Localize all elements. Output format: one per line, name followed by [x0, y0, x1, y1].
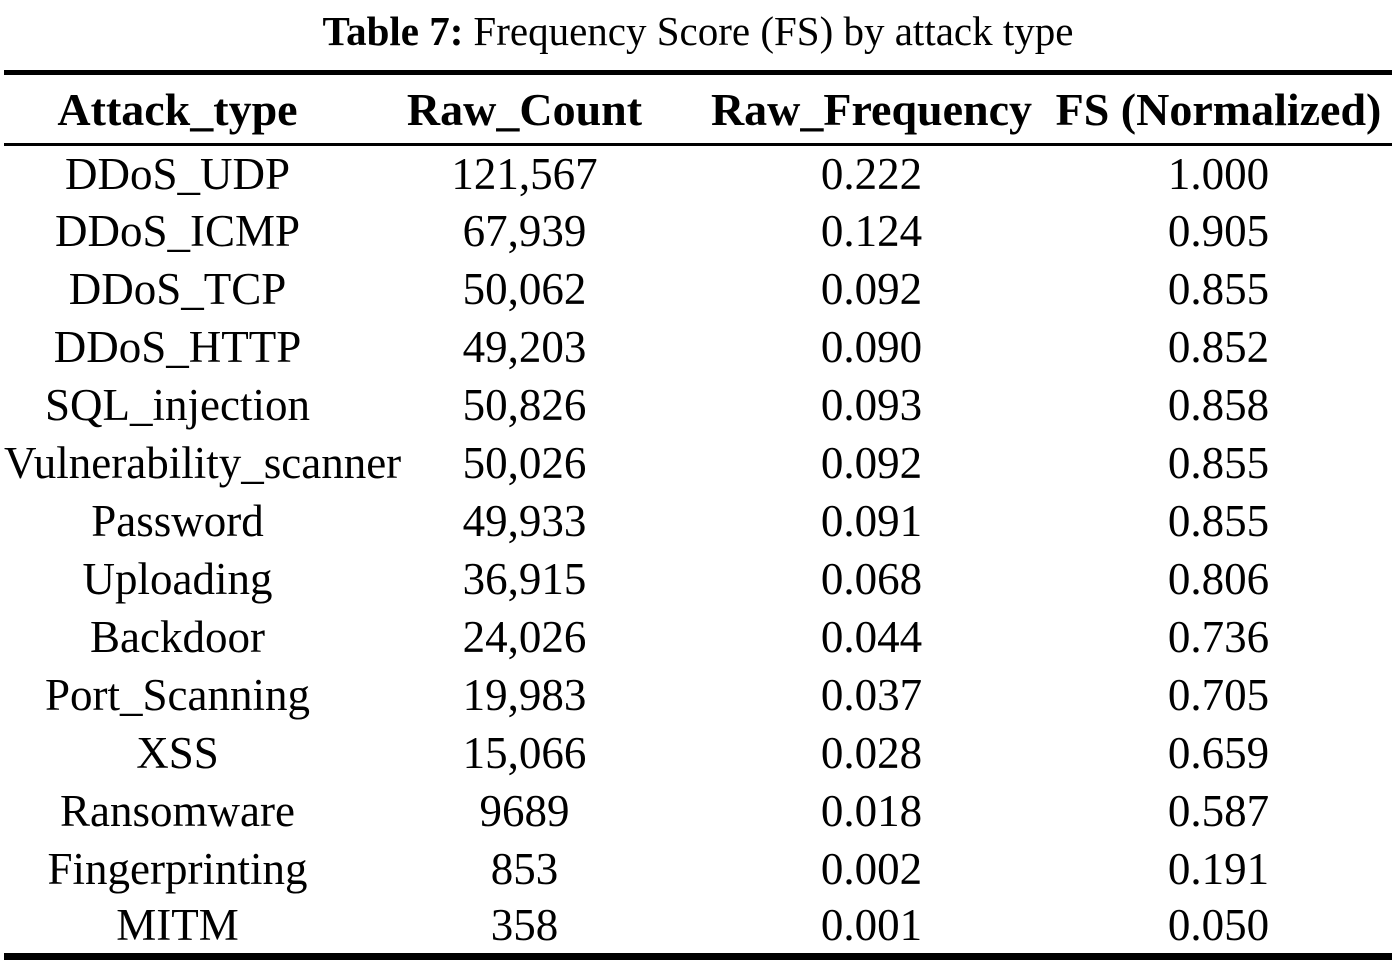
- column-header-0: Attack_type: [57, 83, 298, 135]
- table-cell: Backdoor: [90, 612, 265, 662]
- table-row: MITM 358 0.001 0.050: [4, 899, 1392, 957]
- column-header-3: FS (Normalized): [1055, 83, 1382, 135]
- table-row: DDoS_ICMP 67,939 0.124 0.905: [4, 203, 1392, 261]
- table-row: DDoS_UDP 121,567 0.222 1.000: [4, 145, 1392, 203]
- table-cell: 0.905: [1167, 206, 1270, 256]
- table-row: DDoS_HTTP 49,203 0.090 0.852: [4, 319, 1392, 377]
- table-cell: 50,826: [462, 380, 587, 430]
- table-cell: 19,983: [462, 670, 587, 720]
- table-cell: Fingerprinting: [47, 844, 308, 894]
- table-cell: 49,933: [462, 496, 587, 546]
- table-cell: 0.090: [820, 322, 923, 372]
- column-header-1: Raw_Count: [406, 83, 643, 135]
- table-row: Vulnerability_scanner 50,026 0.092 0.855: [4, 435, 1392, 493]
- table-cell: Password: [91, 496, 264, 546]
- table-row: Port_Scanning 19,983 0.037 0.705: [4, 667, 1392, 725]
- table-cell: 0.092: [820, 438, 923, 488]
- table-cell: SQL_injection: [45, 380, 310, 430]
- table-row: SQL_injection 50,826 0.093 0.858: [4, 377, 1392, 435]
- table-cell: 0.018: [820, 786, 923, 836]
- table-cell: 50,026: [462, 438, 587, 488]
- table-cell: Port_Scanning: [45, 670, 310, 720]
- table-cell: 853: [490, 844, 559, 894]
- table-cell: 24,026: [462, 612, 587, 662]
- table-cell: 0.855: [1167, 264, 1270, 314]
- table-header-row: Attack_type Raw_Count Raw_Frequency FS (Nor…: [4, 73, 1392, 145]
- table-cell: DDoS_HTTP: [53, 322, 302, 372]
- table-row: Ransomware 9689 0.018 0.587: [4, 783, 1392, 841]
- table-row: Uploading 36,915 0.068 0.806: [4, 551, 1392, 609]
- table-cell: MITM: [116, 900, 239, 951]
- table-cell: 0.093: [820, 380, 923, 430]
- table-cell: DDoS_ICMP: [54, 206, 301, 256]
- table-caption: Table 7: Frequency Score (FS) by attack t…: [0, 2, 1396, 60]
- table-cell: 0.659: [1167, 728, 1270, 778]
- table-cell: 0.222: [820, 148, 923, 199]
- table-cell: 15,066: [462, 728, 587, 778]
- table-cell: 0.852: [1167, 322, 1270, 372]
- table-cell: 358: [490, 900, 559, 951]
- table-cell: 0.587: [1167, 786, 1270, 836]
- table-cell: DDoS_UDP: [64, 148, 291, 199]
- table-caption-label: Table 7:: [322, 8, 464, 54]
- table-cell: 36,915: [462, 554, 587, 604]
- table-cell: 0.001: [820, 900, 923, 951]
- table-row: XSS 15,066 0.028 0.659: [4, 725, 1392, 783]
- table-cell: 0.191: [1167, 844, 1270, 894]
- table-cell: 9689: [479, 786, 570, 836]
- table-cell: DDoS_TCP: [68, 264, 287, 314]
- table-cell: 0.002: [820, 844, 923, 894]
- table-cell: 1.000: [1167, 148, 1270, 199]
- table-body: DDoS_UDP 121,567 0.222 1.000 DDoS_ICMP 67,939…: [4, 145, 1392, 957]
- table-cell: 0.068: [820, 554, 923, 604]
- table-row: Password 49,933 0.091 0.855: [4, 493, 1392, 551]
- table-cell: 0.855: [1167, 438, 1270, 488]
- table-row: DDoS_TCP 50,062 0.092 0.855: [4, 261, 1392, 319]
- table-cell: Vulnerability_scanner: [4, 438, 402, 488]
- table-row: Fingerprinting 853 0.002 0.191: [4, 841, 1392, 899]
- table-cell: 0.044: [820, 612, 923, 662]
- table-cell: 0.806: [1167, 554, 1270, 604]
- table-cell: 0.858: [1167, 380, 1270, 430]
- frequency-score-table: Attack_type Raw_Count Raw_Frequency FS (Nor…: [4, 70, 1392, 960]
- table-cell: 49,203: [462, 322, 587, 372]
- table-head: Attack_type Raw_Count Raw_Frequency FS (Nor…: [4, 73, 1392, 145]
- table-cell: Ransomware: [60, 786, 295, 836]
- table-caption-text: Frequency Score (FS) by attack type: [473, 8, 1074, 54]
- table-cell: Uploading: [82, 554, 273, 604]
- table-row: Backdoor 24,026 0.044 0.736: [4, 609, 1392, 667]
- table-cell: 121,567: [451, 148, 598, 199]
- column-header-2: Raw_Frequency: [710, 83, 1033, 135]
- table-cell: XSS: [136, 728, 219, 778]
- table-cell: 0.124: [820, 206, 923, 256]
- table-cell: 0.855: [1167, 496, 1270, 546]
- table-cell: 0.092: [820, 264, 923, 314]
- table-cell: 0.050: [1167, 900, 1270, 951]
- table-cell: 67,939: [462, 206, 587, 256]
- table-cell: 0.736: [1167, 612, 1270, 662]
- table-cell: 0.037: [820, 670, 923, 720]
- table-cell: 0.705: [1167, 670, 1270, 720]
- table-cell: 0.091: [820, 496, 923, 546]
- table-cell: 50,062: [462, 264, 587, 314]
- table-cell: 0.028: [820, 728, 923, 778]
